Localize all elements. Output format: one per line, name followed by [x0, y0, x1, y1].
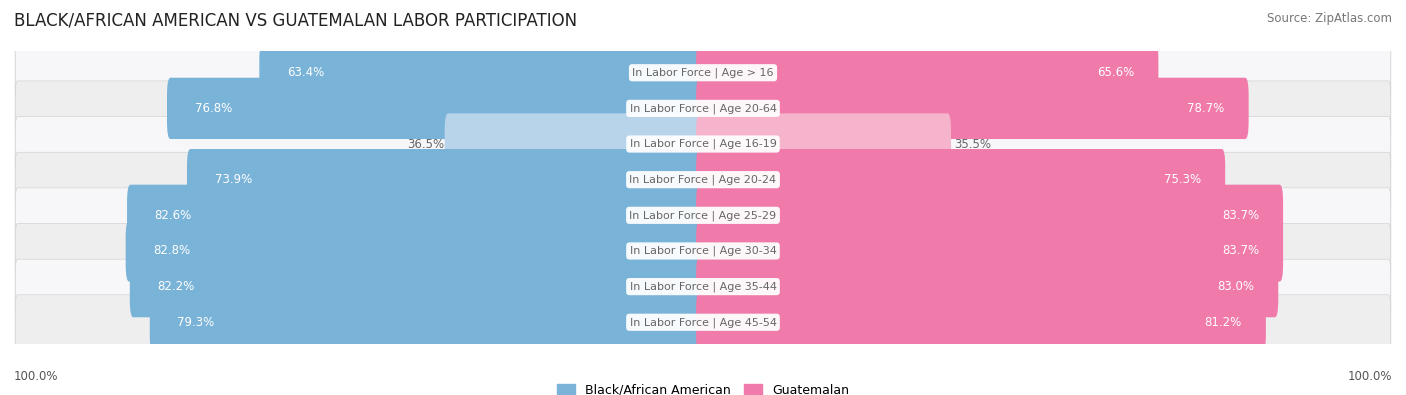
Text: 81.2%: 81.2% — [1205, 316, 1241, 329]
Text: 35.5%: 35.5% — [955, 137, 991, 150]
Text: 83.7%: 83.7% — [1222, 209, 1258, 222]
Text: 79.3%: 79.3% — [177, 316, 215, 329]
FancyBboxPatch shape — [15, 81, 1391, 136]
FancyBboxPatch shape — [15, 295, 1391, 350]
FancyBboxPatch shape — [187, 149, 706, 210]
FancyBboxPatch shape — [696, 42, 1159, 103]
Legend: Black/African American, Guatemalan: Black/African American, Guatemalan — [551, 379, 855, 395]
Text: 76.8%: 76.8% — [194, 102, 232, 115]
Text: 63.4%: 63.4% — [287, 66, 325, 79]
Text: In Labor Force | Age 20-64: In Labor Force | Age 20-64 — [630, 103, 776, 114]
Text: In Labor Force | Age 20-24: In Labor Force | Age 20-24 — [630, 175, 776, 185]
Text: 83.0%: 83.0% — [1218, 280, 1254, 293]
FancyBboxPatch shape — [696, 113, 950, 175]
Text: 82.6%: 82.6% — [155, 209, 191, 222]
Text: 78.7%: 78.7% — [1187, 102, 1225, 115]
Text: 100.0%: 100.0% — [14, 370, 59, 383]
FancyBboxPatch shape — [15, 259, 1391, 314]
FancyBboxPatch shape — [129, 256, 706, 317]
Text: In Labor Force | Age 16-19: In Labor Force | Age 16-19 — [630, 139, 776, 149]
FancyBboxPatch shape — [696, 292, 1265, 353]
FancyBboxPatch shape — [259, 42, 706, 103]
Text: 75.3%: 75.3% — [1164, 173, 1201, 186]
Text: BLACK/AFRICAN AMERICAN VS GUATEMALAN LABOR PARTICIPATION: BLACK/AFRICAN AMERICAN VS GUATEMALAN LAB… — [14, 12, 578, 30]
FancyBboxPatch shape — [127, 185, 706, 246]
Text: 36.5%: 36.5% — [408, 137, 444, 150]
FancyBboxPatch shape — [125, 220, 706, 282]
FancyBboxPatch shape — [150, 292, 706, 353]
Text: 73.9%: 73.9% — [215, 173, 252, 186]
Text: In Labor Force | Age 45-54: In Labor Force | Age 45-54 — [630, 317, 776, 327]
FancyBboxPatch shape — [696, 185, 1284, 246]
Text: 83.7%: 83.7% — [1222, 245, 1258, 258]
Text: Source: ZipAtlas.com: Source: ZipAtlas.com — [1267, 12, 1392, 25]
FancyBboxPatch shape — [15, 117, 1391, 171]
Text: 100.0%: 100.0% — [1347, 370, 1392, 383]
Text: In Labor Force | Age > 16: In Labor Force | Age > 16 — [633, 68, 773, 78]
FancyBboxPatch shape — [15, 224, 1391, 278]
Text: 82.8%: 82.8% — [153, 245, 190, 258]
FancyBboxPatch shape — [696, 220, 1284, 282]
FancyBboxPatch shape — [696, 78, 1249, 139]
FancyBboxPatch shape — [696, 256, 1278, 317]
FancyBboxPatch shape — [15, 188, 1391, 243]
Text: 65.6%: 65.6% — [1097, 66, 1135, 79]
Text: In Labor Force | Age 25-29: In Labor Force | Age 25-29 — [630, 210, 776, 220]
FancyBboxPatch shape — [696, 149, 1225, 210]
FancyBboxPatch shape — [15, 45, 1391, 100]
FancyBboxPatch shape — [167, 78, 706, 139]
Text: 82.2%: 82.2% — [157, 280, 194, 293]
Text: In Labor Force | Age 30-34: In Labor Force | Age 30-34 — [630, 246, 776, 256]
FancyBboxPatch shape — [444, 113, 706, 175]
Text: In Labor Force | Age 35-44: In Labor Force | Age 35-44 — [630, 281, 776, 292]
FancyBboxPatch shape — [15, 152, 1391, 207]
